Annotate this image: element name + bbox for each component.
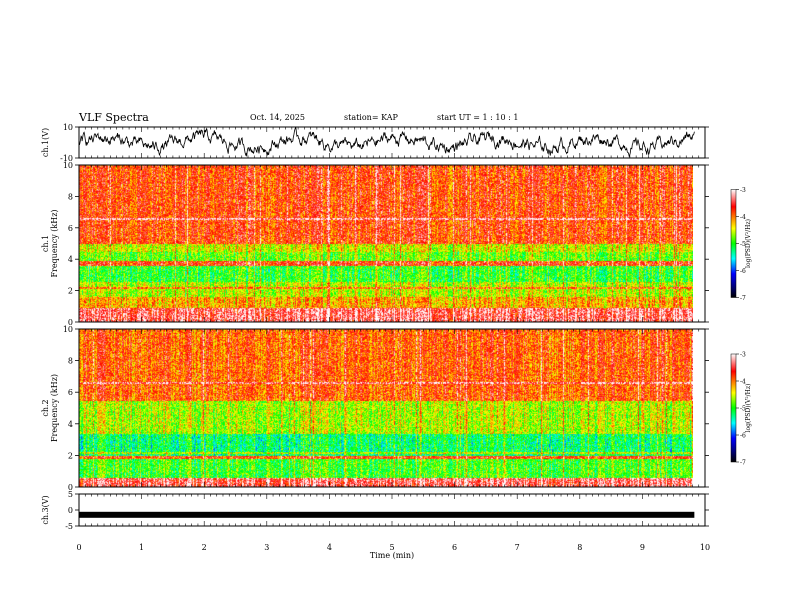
y-tick-label: 4	[68, 420, 73, 429]
x-tick-label: 1	[139, 543, 144, 552]
header-start-time: start UT = 1 : 10 : 1	[437, 113, 519, 122]
colorbar-label: log(PSD)(V²/Hz)	[745, 219, 752, 268]
y-tick-label: 4	[68, 255, 73, 264]
y-axis-label: Frequency (kHz)	[50, 209, 59, 277]
colorbar-tick-label: -4	[740, 379, 746, 386]
y-tick-label: -10	[60, 154, 73, 163]
colorbar-tick-label: -7	[740, 460, 746, 467]
ch3-waveform-band	[79, 511, 695, 518]
y-tick-label: 6	[68, 224, 73, 233]
x-tick-label: 9	[640, 543, 645, 552]
colorbar-tick-label: -5	[740, 406, 746, 413]
x-tick-label: 3	[264, 543, 269, 552]
x-tick-label: 0	[76, 543, 81, 552]
y-tick-label: 10	[63, 325, 73, 334]
x-tick-label: 5	[389, 543, 394, 552]
colorbar-tick-label: -3	[740, 352, 746, 359]
colorbar-tick-label: -6	[740, 268, 746, 275]
colorbar-tick-label: -7	[740, 295, 746, 302]
colorbar-tick-label: -3	[740, 187, 746, 194]
y-axis-label-channel: ch.1	[41, 235, 50, 252]
colorbar-tick-label: -6	[740, 433, 746, 440]
y-tick-label: 8	[68, 192, 73, 201]
x-tick-label: 4	[327, 543, 332, 552]
y-tick-label: 5	[68, 490, 73, 499]
x-tick-label: 10	[700, 543, 710, 552]
y-tick-label: 2	[68, 287, 73, 296]
y-tick-label: 2	[68, 451, 73, 460]
x-axis-label: Time (min)	[370, 551, 414, 560]
y-axis-label: Frequency (kHz)	[50, 374, 59, 442]
y-tick-label: 0	[68, 506, 73, 515]
spectrogram-image-2	[79, 329, 693, 487]
x-tick-label: 7	[515, 543, 520, 552]
y-tick-label: 10	[63, 161, 73, 170]
spectrogram-image-1	[79, 165, 693, 322]
x-tick-label: 6	[452, 543, 457, 552]
colorbar	[730, 189, 737, 298]
ch1-waveform-line	[78, 127, 695, 158]
y-tick-label: 0	[68, 318, 73, 327]
header-station: station= KAP	[344, 113, 398, 122]
header-date: Oct. 14, 2025	[250, 113, 305, 122]
colorbar-label: log(PSD)(V²/Hz)	[745, 384, 752, 433]
x-tick-label: 8	[577, 543, 582, 552]
y-axis-label-channel: ch.2	[41, 399, 50, 416]
y-tick-label: -5	[65, 522, 73, 531]
y-tick-label: 6	[68, 388, 73, 397]
figure-title: VLF Spectra	[79, 111, 149, 124]
y-tick-label: 0	[68, 483, 73, 492]
colorbar-tick-label: -5	[740, 241, 746, 248]
x-tick-label: 2	[202, 543, 207, 552]
y-tick-label: 10	[63, 123, 73, 132]
colorbar-tick-label: -4	[740, 214, 746, 221]
colorbar	[730, 353, 737, 463]
y-axis-label: ch.1(V)	[41, 128, 50, 157]
y-tick-label: 8	[68, 357, 73, 366]
y-axis-label: ch.3(V)	[41, 495, 50, 524]
